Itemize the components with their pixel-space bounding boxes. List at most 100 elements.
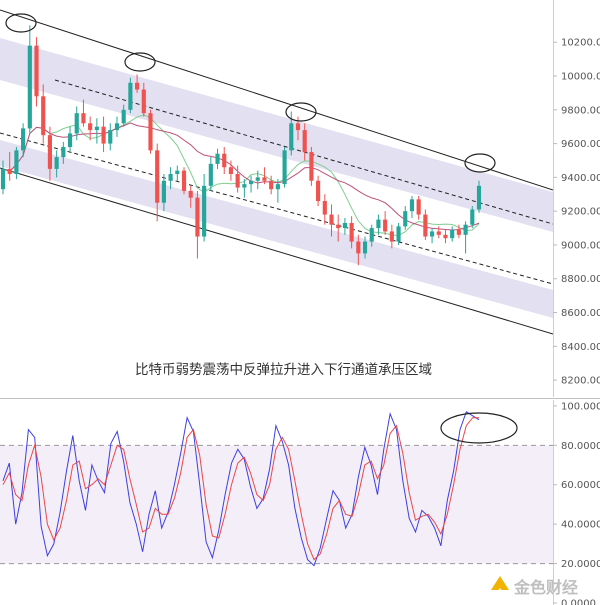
highlight-circle — [285, 102, 317, 122]
candlestick — [101, 116, 106, 153]
candlestick — [316, 175, 321, 207]
price-panel — [0, 9, 553, 335]
candlestick — [443, 229, 448, 244]
candlestick — [423, 209, 428, 240]
candlestick — [155, 143, 160, 222]
candlestick — [141, 82, 146, 117]
candlestick — [416, 195, 421, 220]
candlestick — [121, 104, 126, 127]
candlestick — [262, 167, 267, 185]
candlestick — [349, 216, 354, 249]
candlestick — [228, 160, 234, 181]
candlestick — [14, 146, 19, 180]
candlestick — [476, 180, 482, 213]
candlestick — [74, 106, 79, 141]
candlestick — [403, 206, 408, 230]
candlestick — [108, 123, 113, 151]
candlestick — [21, 123, 26, 158]
candlestick — [0, 160, 6, 195]
y-tick-label: 8400.00 — [561, 342, 600, 353]
candlestick — [255, 170, 260, 190]
oscillator-panel — [0, 411, 553, 567]
candlestick — [456, 224, 461, 239]
candlestick — [429, 228, 435, 244]
highlight-circle — [440, 412, 518, 444]
y-tick-label: 8200.00 — [561, 376, 600, 387]
watermark-text: 金色财经 — [513, 578, 578, 597]
candlestick — [356, 234, 361, 266]
candlestick — [342, 217, 347, 235]
candlestick — [88, 116, 93, 141]
y-tick-label: 9600.00 — [561, 139, 600, 150]
candlestick — [336, 214, 341, 242]
upper-channel-line — [0, 9, 553, 191]
chart-annotation: 比特币弱势震荡中反弹拉升进入下行通道承压区域 — [135, 362, 432, 378]
candlestick — [188, 185, 193, 208]
candlestick — [7, 152, 12, 181]
candlestick — [175, 165, 180, 181]
candlestick — [215, 148, 220, 169]
candlestick — [389, 224, 394, 249]
candlestick — [409, 195, 415, 218]
candlestick — [135, 74, 140, 93]
candlestick — [27, 25, 32, 134]
candlestick — [329, 204, 334, 237]
candlestick — [282, 146, 287, 188]
candlestick — [202, 174, 207, 242]
y-tick-label: 9800.00 — [561, 105, 600, 116]
highlight-circle — [124, 52, 156, 72]
candlestick — [208, 157, 213, 191]
oscillator-k-line — [2, 411, 480, 567]
candlestick — [450, 226, 455, 242]
candlestick — [61, 141, 66, 164]
candlestick — [148, 109, 153, 154]
candlestick — [195, 190, 200, 259]
lower-channel-line — [0, 167, 553, 335]
candlestick — [269, 175, 274, 195]
candlestick — [235, 165, 240, 193]
lower-channel-band — [0, 140, 553, 318]
candlestick — [470, 206, 475, 229]
upper-channel-band — [0, 38, 553, 232]
candlestick — [47, 126, 53, 181]
candlestick — [242, 179, 247, 198]
y-tick-label: 8600.00 — [561, 308, 600, 319]
y-tick-label: 40.0000 — [561, 520, 600, 531]
candlestick — [222, 146, 227, 175]
candlestick — [181, 167, 187, 195]
oscillator-band — [0, 445, 553, 564]
candlestick — [248, 175, 254, 193]
candlestick — [161, 174, 166, 212]
candlestick — [309, 146, 314, 186]
y-tick-label: 10000.00 — [561, 72, 600, 83]
mid-dashed-line-lower — [0, 132, 553, 285]
y-tick-label: 9400.00 — [561, 173, 600, 184]
candlestick — [369, 224, 374, 247]
y-tick-label: 0.0000 — [561, 599, 596, 605]
candlestick — [81, 99, 86, 127]
y-tick-label: 100.0000 — [561, 401, 600, 412]
candlestick — [41, 84, 46, 144]
highlight-circle — [464, 153, 496, 173]
moving-average-slow — [2, 122, 480, 231]
candlestick — [322, 194, 327, 225]
y-tick-label: 20.0000 — [561, 559, 600, 570]
candlestick — [302, 123, 307, 161]
candlestick — [376, 214, 381, 235]
candlestick — [396, 222, 401, 245]
candlestick — [463, 221, 468, 254]
watermark-logo — [491, 576, 509, 594]
candlestick — [362, 236, 368, 259]
y-tick-label: 9000.00 — [561, 240, 600, 251]
candlestick — [383, 211, 388, 235]
candlestick — [114, 116, 120, 137]
candlestick — [67, 126, 73, 153]
oscillator-d-line — [2, 417, 479, 561]
candlestick — [54, 150, 59, 178]
candlestick — [275, 179, 280, 203]
candlestick — [94, 118, 99, 144]
highlight-circle — [5, 13, 37, 33]
candlestick — [128, 77, 133, 114]
candlestick — [34, 37, 39, 107]
